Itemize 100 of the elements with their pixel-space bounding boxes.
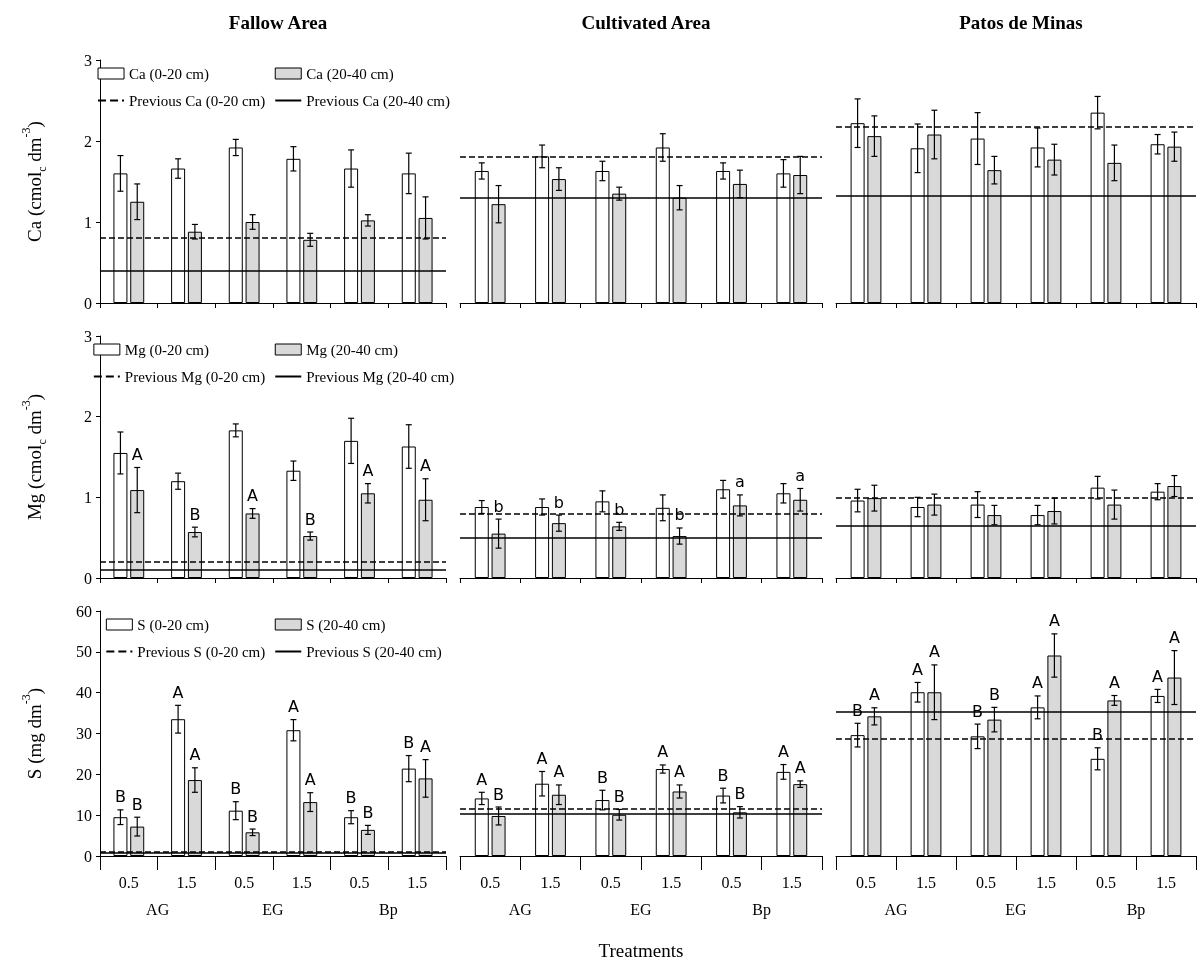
legend-label: Previous Mg (0-20 cm) (124, 368, 266, 386)
data-label: B (613, 786, 625, 806)
data-label: a (795, 465, 806, 485)
data-label: B (345, 788, 357, 808)
data-label: A (1032, 673, 1044, 693)
y-tick-label: 0 (84, 294, 92, 312)
legend-label: Ca (20-40 cm) (306, 65, 394, 83)
data-label: b (493, 496, 504, 516)
data-label: A (476, 769, 488, 789)
data-label: B (131, 794, 143, 814)
x-tick-label: 0.5 (234, 873, 255, 891)
y-tick-label: 20 (76, 765, 92, 783)
data-label: A (304, 770, 316, 790)
x-tick-label: 0.5 (856, 873, 876, 891)
data-label: A (287, 697, 299, 717)
x-tick-label: 0.5 (1096, 873, 1116, 891)
text: Bp (379, 900, 398, 919)
legend-label: Previous Ca (0-20 cm) (129, 92, 266, 110)
y-axis-title: Mg (cmolc dm-3) (19, 393, 49, 521)
x-tick-label: 1.5 (407, 873, 428, 891)
y-tick-label: 0 (84, 847, 92, 865)
legend-label: S (0-20 cm) (137, 616, 209, 634)
x-tick-label: 0.5 (721, 873, 742, 891)
data-label: B (114, 787, 126, 807)
x-tick-label: 1.5 (781, 873, 802, 891)
data-label: A (1152, 666, 1164, 686)
x-tick-label: 1.5 (916, 873, 936, 891)
data-label: B (717, 765, 729, 785)
y-tick-label: 1 (84, 488, 92, 506)
legend-label: Ca (0-20 cm) (129, 65, 210, 83)
y-tick-label: 3 (84, 51, 92, 69)
data-label: B (189, 504, 201, 524)
data-label: A (247, 486, 259, 506)
data-label: A (1168, 628, 1180, 648)
text: EG (630, 900, 653, 918)
legend-label: Previous S (20-40 cm) (306, 643, 442, 661)
data-label: A (131, 444, 143, 464)
data-label: A (657, 742, 669, 762)
text: AG (508, 900, 533, 918)
x-tick-label: 0.5 (118, 873, 139, 891)
data-label: b (553, 492, 564, 512)
x-tick-label: 1.5 (661, 873, 682, 891)
legend-label: Mg (20-40 cm) (306, 341, 398, 359)
data-label: A (362, 461, 374, 481)
data-label: B (988, 684, 1000, 704)
data-label: B (493, 784, 505, 804)
y-tick-label: 1 (84, 213, 92, 231)
chart-title: Fallow Area (228, 12, 328, 33)
x-tick-label: 1.5 (291, 873, 312, 891)
text: Bp (1126, 900, 1146, 919)
data-label: A (172, 682, 184, 702)
y-tick-label: 3 (84, 327, 92, 345)
y-tick-label: 10 (76, 806, 92, 824)
x-tick-label: 0.5 (976, 873, 996, 891)
legend-label: Previous Mg (20-40 cm) (306, 368, 455, 386)
data-label: B (247, 806, 259, 826)
y-tick-label: 2 (84, 408, 92, 426)
y-tick-label: 60 (76, 602, 92, 620)
data-label: A (777, 742, 789, 762)
data-label: A (674, 762, 686, 782)
data-label: A (868, 685, 880, 705)
data-label: A (928, 642, 940, 662)
y-axis-title: S (mg dm-3) (19, 687, 46, 780)
y-axis-title: Ca (cmolc dm-3) (19, 121, 49, 242)
text: AG (884, 900, 908, 918)
y-tick-label: 0 (84, 569, 92, 587)
chart-title: Patos de Minas (959, 12, 1083, 33)
data-label: B (230, 779, 242, 799)
data-label: A (420, 737, 432, 757)
legend-label: Mg (0-20 cm) (124, 341, 210, 359)
y-tick-label: 2 (84, 132, 92, 150)
data-label: B (304, 509, 316, 529)
y-tick-label: 30 (76, 725, 92, 742)
legend-label: Previous Ca (20-40 cm) (306, 92, 450, 110)
text: EG (262, 900, 285, 918)
y-tick-label: 50 (76, 643, 92, 661)
data-label: A (189, 745, 201, 765)
y-tick-label: 40 (76, 684, 92, 702)
x-axis-title: Treatments (598, 940, 684, 958)
x-tick-label: 1.5 (1156, 873, 1176, 891)
text: Bp (752, 900, 771, 919)
data-label: B (734, 784, 746, 804)
legend-label: Previous S (0-20 cm) (137, 643, 266, 661)
data-label: A (553, 762, 565, 782)
text: EG (1005, 900, 1028, 918)
x-tick-label: 0.5 (480, 873, 501, 891)
chart-title: Cultivated Area (581, 12, 711, 33)
data-label: A (912, 659, 924, 679)
data-label: A (1048, 611, 1060, 631)
x-tick-label: 1.5 (1036, 873, 1056, 891)
data-label: A (1108, 673, 1120, 693)
data-label: a (734, 472, 745, 492)
data-label: A (794, 758, 806, 778)
data-label: B (362, 802, 374, 822)
text: AG (146, 900, 170, 918)
data-label: B (403, 733, 415, 753)
x-tick-label: 0.5 (600, 873, 621, 891)
x-tick-label: 1.5 (540, 873, 561, 891)
data-label: B (596, 767, 608, 787)
data-label: A (420, 456, 432, 476)
